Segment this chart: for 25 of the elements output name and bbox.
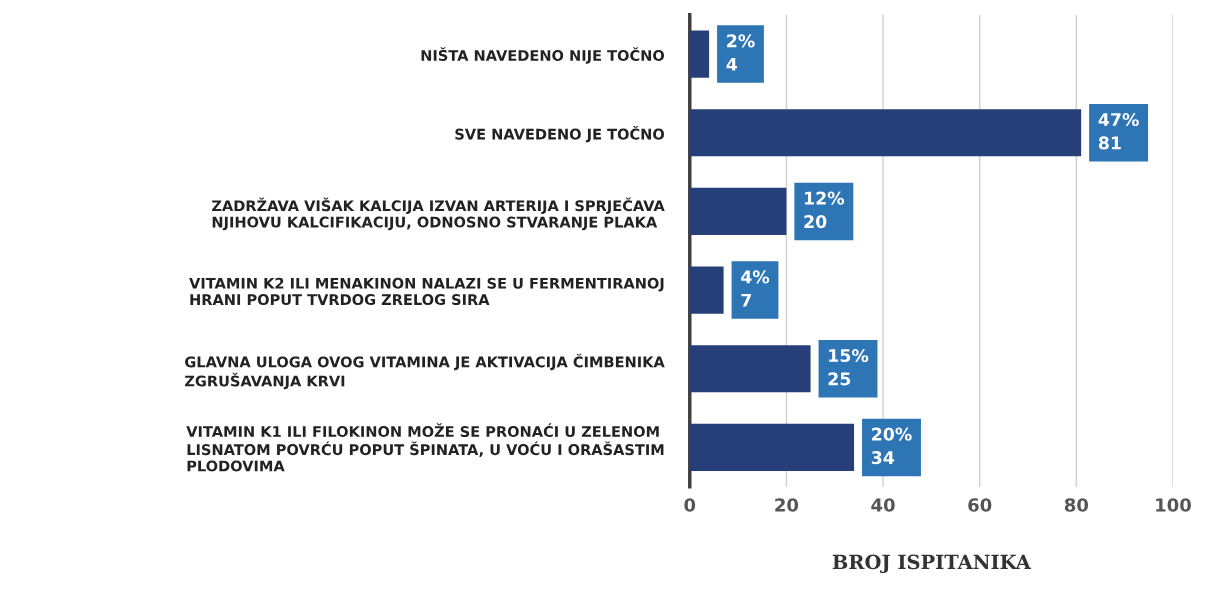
y-tick-label: SVE NAVEDENO JE TOČNO: [455, 125, 665, 143]
bar: [689, 345, 811, 393]
data-label: 15% 25: [828, 348, 869, 386]
data-label: 12% 20: [804, 191, 845, 229]
bar: [689, 187, 787, 236]
y-tick-label: VITAMIN K1 ILI FILOKINON MOŽE SE PRONAĆI U ZELENOM LISNATOM POVRĆU POPUT ŠPINATA, U VOĆU I ORAŠASTIM PLODOVIMA: [186, 423, 664, 472]
x-tick-label: 40: [871, 498, 895, 512]
x-tick-label: 80: [1064, 498, 1089, 512]
x-tick-label: 20: [775, 498, 799, 512]
data-label: 20% 34: [871, 427, 912, 465]
bar: [689, 266, 724, 314]
data-label: 4% 7: [741, 270, 770, 307]
y-tick-label: VITAMIN K2 ILI MENAKINON NALAZI SE U FERMENTIRANOJ HRANI POPUT TVRDOG ZRELOG SIRA: [189, 277, 664, 306]
x-tick-label: 100: [1156, 498, 1191, 512]
x-tick-label: 0: [684, 498, 696, 512]
y-tick-label: GLAVNA ULOGA OVOG VITAMINA JE AKTIVACIJA ČIMBENIKA ZGRUŠAVANJA KRVI: [184, 353, 665, 390]
y-tick-label: NIŠTA NAVEDENO NIJE TOČNO: [421, 47, 665, 64]
data-label: 2% 4: [726, 34, 755, 71]
bar: [689, 109, 1082, 157]
x-tick-label: 60: [968, 498, 992, 512]
data-label: 47% 81: [1098, 112, 1139, 150]
x-axis-title: BROJ ISPITANIKA: [832, 554, 1032, 574]
bar: [689, 30, 710, 78]
y-tick-label: ZADRŽAVA VIŠAK KALCIJA IZVAN ARTERIJA I SPRJEČAVA NJIHOVU KALCIFIKACIJU, ODNOSNO STVARANJE PLAKA: [212, 197, 665, 231]
bar: [689, 423, 855, 472]
